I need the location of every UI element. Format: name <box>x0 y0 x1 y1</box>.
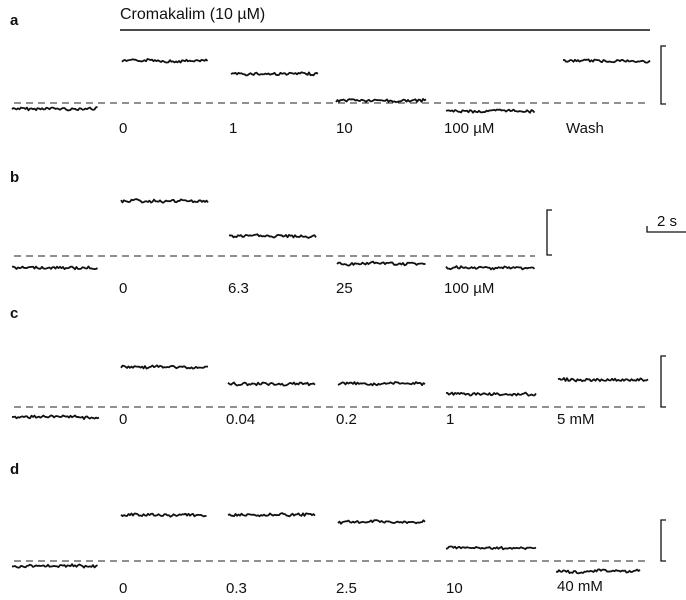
panel-d-concentration-label: 40 mM <box>557 578 603 595</box>
panel-c-current-trace <box>445 391 537 397</box>
panel-c-current-trace <box>227 381 316 387</box>
panel-c-concentration-label: 0.04 <box>226 411 256 428</box>
panel-a-current-trace <box>445 108 536 114</box>
panel-a-concentration-label: 10 <box>336 120 353 137</box>
panel-b-current-trace <box>120 198 209 204</box>
panel-a-current-trace <box>121 58 209 64</box>
panel-c-current-trace <box>557 377 649 383</box>
panel-c-concentration-label: 0 <box>119 411 128 428</box>
panel-b-current-trace <box>445 265 536 271</box>
panel-b-concentration-label: 0 <box>119 280 128 297</box>
current-traces <box>11 58 651 575</box>
panel-a-wash-label: Wash <box>566 120 604 137</box>
panel-d-current-trace <box>227 512 316 518</box>
panel-a-concentration-label: 1 <box>229 120 238 137</box>
panel-c-current-trace <box>11 414 100 421</box>
cromakalim-title: Cromakalim (10 µM) <box>120 6 266 23</box>
panel-a-concentration-label: 100 µM <box>444 120 495 137</box>
panel-d-concentration-label: 10 <box>446 580 463 597</box>
panel-b-current-trace <box>11 265 98 271</box>
time-scale-bar <box>646 226 686 233</box>
panel-d-concentration-label: 0.3 <box>226 580 247 597</box>
panel-a-calibration-bar <box>660 45 666 105</box>
panel-d-label: d <box>10 461 20 478</box>
panel-a-current-trace <box>230 71 319 77</box>
panel-d-calibration-bar <box>660 519 666 562</box>
panel-c-calibration-bar <box>660 355 666 408</box>
panel-c-label: c <box>10 305 19 322</box>
panel-b-concentration-label: 6.3 <box>228 280 249 297</box>
panel-c-concentration-label: 1 <box>446 411 455 428</box>
time-scale-label: 2 s <box>657 213 678 230</box>
panel-a-current-trace <box>335 98 427 104</box>
panel-b-calibration-bar <box>546 209 552 256</box>
panel-a-concentration-label: 0 <box>119 120 128 137</box>
panel-a-label: a <box>10 12 19 29</box>
panel-b-label: b <box>10 169 20 186</box>
panel-d-current-trace <box>11 563 98 569</box>
panel-d-concentration-label: 2.5 <box>336 580 357 597</box>
panel-c-current-trace <box>120 364 209 370</box>
panel-c-concentration-label: 0.2 <box>336 411 357 428</box>
panel-d-current-trace <box>337 519 426 525</box>
panel-d-concentration-label: 0 <box>119 580 128 597</box>
panel-c-concentration-label: 5 mM <box>557 411 595 428</box>
panel-b-concentration-label: 25 <box>336 280 353 297</box>
panel-a-current-trace <box>11 106 98 112</box>
panel-c-current-trace <box>337 381 426 387</box>
panel-b-current-trace <box>228 233 317 239</box>
panel-a-current-trace <box>562 58 651 64</box>
panel-b-current-trace <box>336 260 426 267</box>
panel-d-current-trace <box>120 512 207 518</box>
panel-d-current-trace <box>445 545 537 551</box>
panel-b-concentration-label: 100 µM <box>444 280 495 297</box>
panel-d-current-trace <box>555 568 641 575</box>
